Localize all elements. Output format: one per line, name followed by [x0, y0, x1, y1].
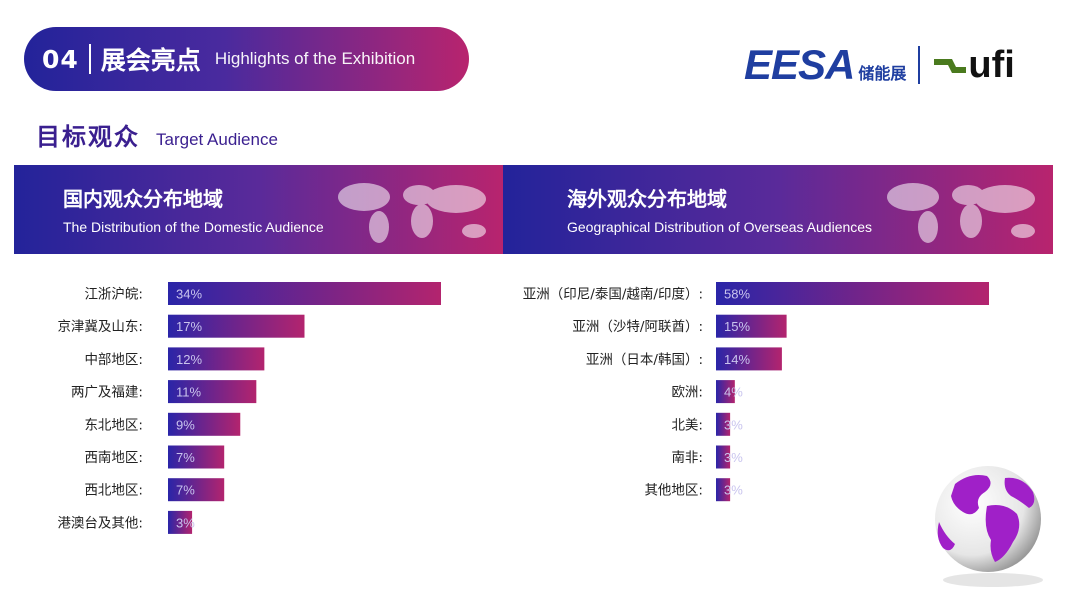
overseas-value-label: 3% — [724, 450, 743, 465]
domestic-bar — [168, 282, 441, 305]
domestic-bar — [168, 412, 241, 436]
brand-logos: EESA 储能展 ufi — [744, 44, 1015, 86]
domestic-bar — [168, 380, 257, 404]
ufi-logo-text: ufi — [968, 44, 1015, 86]
section-title-cn: 展会亮点 — [100, 46, 201, 75]
ufi-leaf-icon — [934, 59, 967, 73]
overseas-category-label: 欧洲: — [671, 385, 703, 401]
domestic-category-label: 西南地区: — [84, 450, 143, 466]
overseas-value-label: 3% — [724, 417, 743, 432]
globe-icon — [935, 466, 1043, 587]
domestic-chart-subtitle: The Distribution of the Domestic Audienc… — [63, 219, 324, 235]
overseas-bar — [716, 445, 731, 469]
domestic-bar — [168, 445, 225, 469]
overseas-category-label: 其他地区: — [644, 483, 703, 499]
domestic-bar-chart: 江浙沪皖: 34% 京津冀及山东: 17% 中部地区: 12% 两广及福建: 11% 东北地区:… — [57, 282, 441, 534]
domestic-category-label: 西北地区: — [84, 483, 143, 499]
overseas-bar — [716, 478, 731, 502]
overseas-category-label: 亚洲（印尼/泰国/越南/印度）: — [523, 287, 703, 303]
section-title-en: Highlights of the Exhibition — [214, 49, 416, 68]
domestic-value-label: 7% — [176, 483, 195, 498]
eesa-logo-cn: 储能展 — [858, 64, 907, 83]
overseas-chart-title: 海外观众分布地域 — [567, 187, 727, 211]
domestic-value-label: 12% — [176, 352, 202, 367]
domestic-value-label: 17% — [176, 319, 202, 334]
domestic-value-label: 9% — [176, 417, 195, 432]
overseas-value-label: 4% — [724, 385, 743, 400]
overseas-value-label: 15% — [724, 319, 750, 334]
domestic-category-label: 京津冀及山东: — [57, 319, 143, 335]
logo-divider — [918, 46, 921, 84]
section-header: 04 展会亮点 Highlights of the Exhibition — [24, 27, 469, 91]
overseas-bar — [716, 282, 989, 305]
subsection-title: 目标观众 Target Audience — [36, 117, 278, 152]
domestic-banner: 国内观众分布地域 The Distribution of the Domesti… — [14, 165, 503, 254]
domestic-category-label: 中部地区: — [84, 352, 143, 368]
domestic-category-label: 两广及福建: — [71, 385, 143, 401]
subsection-title-cn: 目标观众 — [36, 123, 140, 151]
overseas-bar — [716, 314, 787, 338]
domestic-bar — [168, 510, 193, 534]
domestic-value-label: 3% — [176, 515, 195, 530]
overseas-chart-subtitle: Geographical Distribution of Overseas Au… — [567, 219, 873, 235]
overseas-category-label: 亚洲（日本/韩国）: — [586, 352, 703, 368]
overseas-category-label: 亚洲（沙特/阿联酋）: — [572, 318, 703, 335]
overseas-banner: 海外观众分布地域 Geographical Distribution of Ov… — [503, 165, 1053, 254]
overseas-value-label: 58% — [724, 287, 750, 302]
world-map-icon — [338, 183, 486, 243]
overseas-category-label: 南非: — [671, 450, 703, 466]
domestic-category-label: 东北地区: — [84, 417, 143, 433]
overseas-bar — [716, 347, 782, 371]
domestic-bar — [168, 314, 305, 338]
overseas-bar-chart: 亚洲（印尼/泰国/越南/印度）: 58% 亚洲（沙特/阿联酋）: 15% 亚洲（日本/韩… — [523, 282, 989, 502]
world-map-icon — [887, 183, 1035, 243]
overseas-bar — [716, 412, 731, 436]
eesa-logo: EESA 储能展 — [744, 44, 906, 86]
domestic-value-label: 34% — [176, 287, 202, 302]
overseas-value-label: 14% — [724, 352, 750, 367]
overseas-category-label: 北美: — [671, 417, 703, 433]
header-divider — [88, 44, 91, 74]
overseas-bar — [716, 380, 735, 404]
domestic-bar — [168, 347, 265, 371]
eesa-logo-text: EESA — [744, 41, 855, 88]
domestic-value-label: 11% — [176, 385, 201, 400]
domestic-chart-title: 国内观众分布地域 — [63, 187, 223, 211]
domestic-category-label: 港澳台及其他: — [57, 515, 143, 531]
domestic-bar — [168, 478, 225, 502]
subsection-title-en: Target Audience — [156, 130, 278, 149]
domestic-category-label: 江浙沪皖: — [84, 287, 143, 303]
overseas-value-label: 3% — [724, 483, 743, 498]
domestic-value-label: 7% — [176, 450, 195, 465]
section-number: 04 — [42, 44, 79, 74]
